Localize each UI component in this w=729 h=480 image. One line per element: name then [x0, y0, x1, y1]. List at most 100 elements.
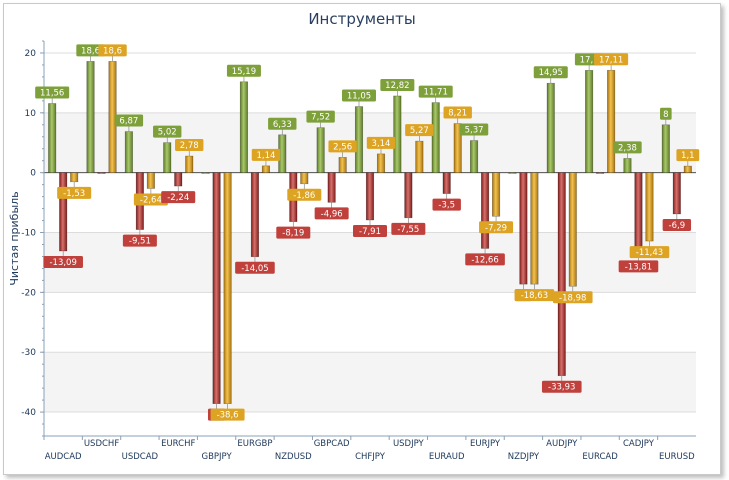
bar-прибыль-cadjpy[interactable]	[623, 158, 632, 173]
bar-итог-eurusd[interactable]	[683, 165, 692, 173]
bar-итог-gbpcad[interactable]	[338, 157, 347, 173]
bar-убыток-gbpcad[interactable]	[327, 172, 336, 203]
y-tick-label: -10	[21, 229, 36, 239]
data-label-eurcad: 17,1	[580, 55, 599, 65]
bar-убыток-audcad[interactable]	[59, 172, 68, 252]
bar-итог-eurchf[interactable]	[185, 155, 194, 173]
x-tick-label: NZDJPY	[508, 452, 540, 462]
data-label-box	[268, 117, 297, 130]
bar-прибыль-euraud[interactable]	[431, 102, 440, 173]
x-tick-label: EURCAD	[582, 452, 618, 462]
data-label-eurjpy: -7,29	[485, 223, 507, 233]
bar-убыток-audjpy[interactable]	[557, 172, 566, 377]
bar-убыток-eurcad[interactable]	[596, 172, 605, 174]
data-label-box	[459, 123, 489, 136]
bar-прибыль-eurusd[interactable]	[661, 124, 670, 173]
bar-итог-usdjpy[interactable]	[415, 140, 424, 173]
bar-убыток-usdjpy[interactable]	[404, 172, 413, 219]
data-label-box	[418, 85, 453, 98]
data-label-usdjpy: -7,55	[397, 225, 419, 235]
data-label-cadjpy: -13,81	[625, 262, 652, 272]
data-label-box	[479, 221, 514, 234]
bar-убыток-gbpjpy[interactable]	[212, 172, 221, 404]
data-label-usdcad: -9,51	[129, 237, 151, 247]
x-tick-label: USDJPY	[393, 439, 425, 449]
data-label-audjpy: -33,93	[548, 383, 575, 393]
data-label-usdcad: 6,87	[119, 117, 138, 127]
bar-убыток-usdchf[interactable]	[97, 172, 106, 174]
bar-прибыль-usdjpy[interactable]	[393, 95, 402, 173]
bar-убыток-eurgbp[interactable]	[250, 172, 259, 258]
bar-итог-nzdusd[interactable]	[300, 172, 309, 185]
data-label-box	[533, 66, 568, 79]
data-label-gbpcad: -4,96	[321, 209, 343, 219]
x-tick-label: GBPJPY	[201, 452, 232, 462]
bar-прибыль-eurgbp[interactable]	[239, 81, 248, 173]
bar-итог-cadjpy[interactable]	[645, 172, 654, 242]
bar-прибыль-usdchf[interactable]	[86, 61, 95, 173]
data-label-box	[226, 64, 261, 77]
data-label-usdjpy: 5,27	[410, 126, 429, 136]
data-label-eurchf: 5,02	[158, 128, 177, 138]
data-label-eurjpy: -12,66	[471, 255, 498, 265]
bar-итог-eurcad[interactable]	[607, 69, 616, 173]
data-label-gbpcad: 2,56	[333, 142, 352, 152]
data-label-audcad: -13,09	[49, 258, 76, 268]
bar-прибыль-gbpjpy[interactable]	[201, 172, 210, 174]
data-label-box	[314, 207, 349, 220]
data-label-eurgbp: 15,19	[232, 67, 256, 77]
y-tick-label: 0	[30, 169, 36, 179]
data-label-box	[342, 89, 376, 102]
bar-итог-audcad[interactable]	[70, 172, 79, 183]
x-tick-label: EURJPY	[470, 439, 501, 449]
data-label-eurcad: 17,11	[599, 55, 623, 65]
data-label-box	[353, 225, 387, 238]
bar-итог-audjpy[interactable]	[568, 172, 577, 287]
data-label-box	[405, 124, 434, 137]
data-label-box	[306, 110, 335, 123]
y-tick-label: -30	[21, 348, 36, 358]
bar-убыток-cadjpy[interactable]	[634, 172, 643, 256]
data-label-eurgbp: 1,14	[256, 151, 275, 161]
data-label-usdcad: -2,64	[140, 195, 162, 205]
data-label-cadjpy: -11,43	[636, 248, 663, 258]
bar-убыток-chfjpy[interactable]	[365, 172, 375, 221]
data-label-box	[380, 78, 415, 91]
bar-прибыль-usdcad[interactable]	[124, 131, 133, 173]
bar-прибыль-eurjpy[interactable]	[470, 140, 479, 173]
data-label-eurgbp: -14,05	[241, 264, 268, 274]
x-tick-label: EURUSD	[659, 452, 695, 462]
bar-убыток-euraud[interactable]	[442, 172, 451, 194]
bar-убыток-eurjpy[interactable]	[481, 172, 490, 249]
x-tick-label: CADJPY	[623, 439, 655, 449]
chart-title: Инструменты	[308, 10, 416, 28]
data-label-box	[552, 291, 593, 304]
bar-итог-eurjpy[interactable]	[492, 172, 501, 217]
y-tick-label: 20	[25, 49, 37, 59]
bar-прибыль-eurcad[interactable]	[585, 70, 594, 173]
data-label-box	[676, 149, 700, 162]
x-tick-label: EURAUD	[429, 452, 465, 462]
bar-прибыль-eurchf[interactable]	[163, 142, 172, 173]
data-label-box	[43, 256, 83, 269]
data-label-audcad: 11,56	[40, 88, 64, 98]
bar-прибыль-gbpcad[interactable]	[316, 127, 325, 173]
bar-убыток-nzdjpy[interactable]	[519, 172, 528, 285]
data-label-chfjpy: -7,91	[359, 227, 381, 237]
bar-убыток-eurchf[interactable]	[174, 172, 183, 187]
bar-прибыль-chfjpy[interactable]	[354, 106, 364, 173]
bar-итог-nzdjpy[interactable]	[530, 172, 539, 285]
bar-прибыль-audjpy[interactable]	[546, 82, 555, 173]
data-label-box	[251, 148, 281, 161]
bar-итог-gbpjpy[interactable]	[223, 172, 232, 404]
bar-прибыль-nzdjpy[interactable]	[508, 172, 517, 174]
bar-итог-eurgbp[interactable]	[261, 165, 270, 173]
data-label-usdchf: 18,6	[103, 46, 122, 56]
bar-убыток-eurusd[interactable]	[672, 172, 681, 215]
data-label-nzdjpy: -18,63	[521, 291, 548, 301]
bar-итог-chfjpy[interactable]	[376, 153, 386, 173]
data-label-box	[328, 140, 357, 153]
bar-прибыль-audcad[interactable]	[48, 103, 57, 173]
bar-итог-usdcad[interactable]	[146, 172, 155, 189]
x-tick-label: USDCHF	[84, 439, 119, 449]
